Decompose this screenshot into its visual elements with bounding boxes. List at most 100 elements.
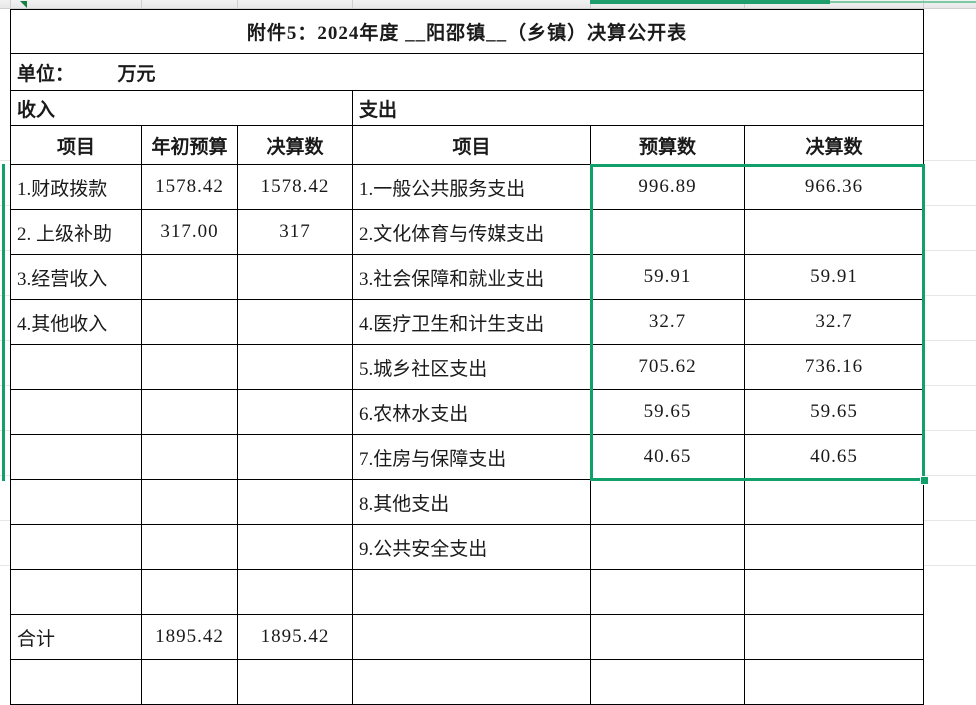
column-header-divider xyxy=(141,0,142,9)
income-budget-cell[interactable]: 1578.42 xyxy=(141,164,238,210)
expense-item-cell[interactable] xyxy=(352,614,591,660)
income-final-cell[interactable]: 1578.42 xyxy=(237,164,353,210)
selected-column-indicator xyxy=(590,0,830,4)
expense-budget-cell[interactable]: 59.65 xyxy=(590,389,745,435)
income-budget-cell[interactable] xyxy=(141,389,238,435)
income-budget-cell[interactable] xyxy=(141,479,238,525)
expense-final-cell[interactable]: 59.65 xyxy=(743,389,925,435)
expense-final-cell[interactable]: 40.65 xyxy=(743,434,925,480)
table-row xyxy=(10,569,925,615)
expense-final-cell[interactable] xyxy=(743,659,925,705)
income-final-cell[interactable] xyxy=(237,569,353,615)
table-row: 8.其他支出 xyxy=(10,479,925,525)
expense-final-cell[interactable] xyxy=(743,569,925,615)
budget-disclosure-table: 附件5：2024年度 __阳邵镇__（乡镇）决算公开表 单位： 万元 收入 支出… xyxy=(9,9,925,705)
income-item-cell[interactable] xyxy=(10,659,142,705)
expense-item-cell[interactable] xyxy=(352,569,591,615)
expense-final-cell[interactable]: 966.36 xyxy=(743,164,925,210)
header-income-budget: 年初预算 xyxy=(141,125,238,165)
expense-budget-cell[interactable]: 32.7 xyxy=(590,299,745,345)
expense-item-cell[interactable]: 9.公共安全支出 xyxy=(352,524,591,570)
column-header-divider xyxy=(923,0,924,9)
expense-final-cell[interactable] xyxy=(743,614,925,660)
income-item-cell[interactable]: 2. 上级补助 xyxy=(10,209,142,255)
income-item-cell[interactable] xyxy=(10,479,142,525)
income-item-cell[interactable] xyxy=(10,344,142,390)
expense-item-cell[interactable]: 4.医疗卫生和计生支出 xyxy=(352,299,591,345)
income-final-cell[interactable]: 317 xyxy=(237,209,353,255)
expense-final-cell[interactable]: 59.91 xyxy=(743,254,925,300)
expense-item-cell[interactable]: 8.其他支出 xyxy=(352,479,591,525)
income-budget-cell[interactable] xyxy=(141,524,238,570)
expense-budget-cell[interactable]: 59.91 xyxy=(590,254,745,300)
expense-budget-cell[interactable] xyxy=(590,569,745,615)
income-budget-cell[interactable] xyxy=(141,569,238,615)
income-budget-cell[interactable] xyxy=(141,344,238,390)
income-item-cell[interactable]: 合计 xyxy=(10,614,142,660)
income-item-cell[interactable]: 3.经营收入 xyxy=(10,254,142,300)
income-final-cell[interactable] xyxy=(237,299,353,345)
table-row: 5.城乡社区支出 705.62 736.16 xyxy=(10,344,925,390)
expense-item-cell[interactable]: 1.一般公共服务支出 xyxy=(352,164,591,210)
expense-item-cell[interactable]: 2.文化体育与传媒支出 xyxy=(352,209,591,255)
expense-item-cell[interactable]: 7.住房与保障支出 xyxy=(352,434,591,480)
expense-budget-cell[interactable]: 996.89 xyxy=(590,164,745,210)
expense-item-cell[interactable]: 5.城乡社区支出 xyxy=(352,344,591,390)
income-budget-cell[interactable] xyxy=(141,299,238,345)
expense-final-cell[interactable]: 32.7 xyxy=(743,299,925,345)
income-budget-cell[interactable]: 317.00 xyxy=(141,209,238,255)
section-expense-label: 支出 xyxy=(351,90,925,126)
expense-final-cell[interactable] xyxy=(743,479,925,525)
table-row: 1.财政拨款 1578.42 1578.42 1.一般公共服务支出 996.89 966.… xyxy=(10,164,925,210)
section-header-row: 收入 支出 xyxy=(10,90,925,126)
income-final-cell[interactable] xyxy=(237,389,353,435)
expense-budget-cell[interactable] xyxy=(590,524,745,570)
header-expense-item: 项目 xyxy=(352,125,591,165)
unit-cell: 单位： 万元 xyxy=(9,53,925,91)
expense-item-cell[interactable]: 3.社会保障和就业支出 xyxy=(352,254,591,300)
income-item-cell[interactable] xyxy=(10,434,142,480)
income-final-cell[interactable] xyxy=(237,254,353,300)
income-final-cell[interactable] xyxy=(237,659,353,705)
expense-budget-cell[interactable]: 705.62 xyxy=(590,344,745,390)
select-all-corner-icon[interactable] xyxy=(20,1,27,8)
income-budget-cell[interactable]: 1895.42 xyxy=(141,614,238,660)
table-row: 9.公共安全支出 xyxy=(10,524,925,570)
income-item-cell[interactable] xyxy=(10,569,142,615)
income-final-cell[interactable] xyxy=(237,434,353,480)
expense-budget-cell[interactable] xyxy=(590,209,745,255)
expense-item-cell[interactable] xyxy=(352,659,591,705)
expense-budget-cell[interactable]: 40.65 xyxy=(590,434,745,480)
header-expense-final: 决算数 xyxy=(743,125,925,165)
header-expense-budget: 预算数 xyxy=(590,125,745,165)
selection-left-edge xyxy=(2,163,5,481)
income-budget-cell[interactable] xyxy=(141,254,238,300)
expense-budget-cell[interactable] xyxy=(590,614,745,660)
income-final-cell[interactable]: 1895.42 xyxy=(237,614,353,660)
expense-budget-cell[interactable] xyxy=(590,659,745,705)
expense-final-cell[interactable]: 736.16 xyxy=(743,344,925,390)
table-row: 合计 1895.42 1895.42 xyxy=(10,614,925,660)
table-title-row: 附件5：2024年度 __阳邵镇__（乡镇）决算公开表 xyxy=(9,9,925,54)
table-row xyxy=(10,659,925,705)
income-final-cell[interactable] xyxy=(237,479,353,525)
header-income-item: 项目 xyxy=(10,125,142,165)
expense-budget-cell[interactable] xyxy=(590,479,745,525)
table-row: 3.经营收入 3.社会保障和就业支出 59.91 59.91 xyxy=(10,254,925,300)
expense-final-cell[interactable] xyxy=(743,209,925,255)
income-item-cell[interactable] xyxy=(10,389,142,435)
section-income-label: 收入 xyxy=(10,90,353,126)
income-item-cell[interactable]: 4.其他收入 xyxy=(10,299,142,345)
income-final-cell[interactable] xyxy=(237,344,353,390)
table-row: 2. 上级补助 317.00 317 2.文化体育与传媒支出 xyxy=(10,209,925,255)
table-row: 7.住房与保障支出 40.65 40.65 xyxy=(10,434,925,480)
income-final-cell[interactable] xyxy=(237,524,353,570)
column-header-strip[interactable] xyxy=(0,0,976,9)
income-item-cell[interactable]: 1.财政拨款 xyxy=(10,164,142,210)
expense-item-cell[interactable]: 6.农林水支出 xyxy=(352,389,591,435)
income-budget-cell[interactable] xyxy=(141,659,238,705)
table-row: 6.农林水支出 59.65 59.65 xyxy=(10,389,925,435)
expense-final-cell[interactable] xyxy=(743,524,925,570)
income-budget-cell[interactable] xyxy=(141,434,238,480)
income-item-cell[interactable] xyxy=(10,524,142,570)
